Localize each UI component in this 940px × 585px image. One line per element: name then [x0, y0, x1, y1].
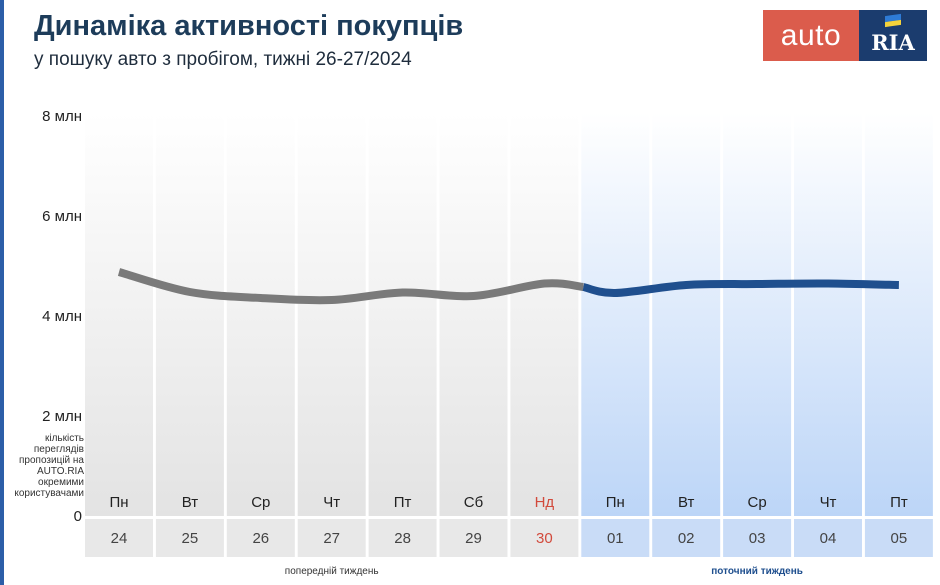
previous-week-label: попередній тиждень — [285, 566, 379, 577]
date-label: 28 — [394, 530, 411, 547]
day-column — [864, 113, 933, 516]
date-label: 03 — [749, 530, 766, 547]
day-label: Пн — [109, 494, 128, 511]
day-label: Ср — [251, 494, 270, 511]
day-label: Ср — [748, 494, 767, 511]
day-column — [155, 113, 224, 516]
logo-ria-text: RIA — [871, 30, 915, 55]
day-column — [581, 113, 650, 516]
day-label: Чт — [323, 494, 340, 511]
left-accent-bar — [0, 0, 4, 585]
page-title: Динаміка активності покупців — [34, 10, 464, 42]
date-cell — [864, 519, 933, 557]
day-column — [439, 113, 508, 516]
day-label: Вт — [678, 494, 695, 511]
date-cell — [226, 519, 295, 557]
page-subtitle: у пошуку авто з пробігом, тижні 26-27/20… — [34, 49, 412, 70]
previous-week-line — [117, 268, 584, 305]
date-label: 30 — [536, 530, 553, 547]
day-label: Пт — [890, 494, 908, 511]
day-column — [794, 113, 862, 516]
day-label: Пт — [394, 494, 412, 511]
date-label: 29 — [465, 530, 482, 547]
date-label: 04 — [820, 530, 837, 547]
auto-ria-logo: auto RIA — [763, 10, 927, 61]
date-cell — [368, 519, 437, 557]
y-tick-label: 0 — [74, 508, 82, 525]
metric-note: кількість переглядів пропозицій на AUTO.… — [14, 433, 84, 499]
y-tick-label: 8 млн — [42, 108, 82, 125]
date-cell — [581, 519, 650, 557]
day-column — [510, 113, 579, 516]
logo-auto-part: auto — [763, 10, 859, 61]
date-cell — [794, 519, 862, 557]
date-label: 24 — [111, 530, 128, 547]
date-cell — [439, 519, 508, 557]
date-cell — [155, 519, 224, 557]
logo-ria-part: RIA — [859, 10, 927, 61]
date-cell — [723, 519, 792, 557]
day-label: Вт — [182, 494, 199, 511]
day-column — [368, 113, 437, 516]
day-label: Сб — [464, 494, 483, 511]
y-tick-label: 2 млн — [42, 408, 82, 425]
current-week-label: поточний тиждень — [711, 566, 803, 577]
day-label: Нд — [535, 494, 555, 511]
date-cell — [652, 519, 721, 557]
day-column — [652, 113, 721, 516]
date-label: 25 — [182, 530, 199, 547]
date-cell — [297, 519, 366, 557]
date-label: 01 — [607, 530, 624, 547]
date-label: 27 — [323, 530, 340, 547]
y-tick-label: 4 млн — [42, 308, 82, 325]
date-label: 26 — [252, 530, 269, 547]
day-label: Пн — [606, 494, 625, 511]
date-label: 02 — [678, 530, 695, 547]
day-column — [297, 113, 366, 516]
date-cell — [85, 519, 153, 557]
day-column — [226, 113, 295, 516]
day-label: Чт — [820, 494, 837, 511]
day-column — [723, 113, 792, 516]
day-column — [85, 113, 153, 516]
y-tick-label: 6 млн — [42, 208, 82, 225]
date-label: 05 — [891, 530, 908, 547]
current-week-line — [582, 279, 899, 298]
date-cell — [510, 519, 579, 557]
